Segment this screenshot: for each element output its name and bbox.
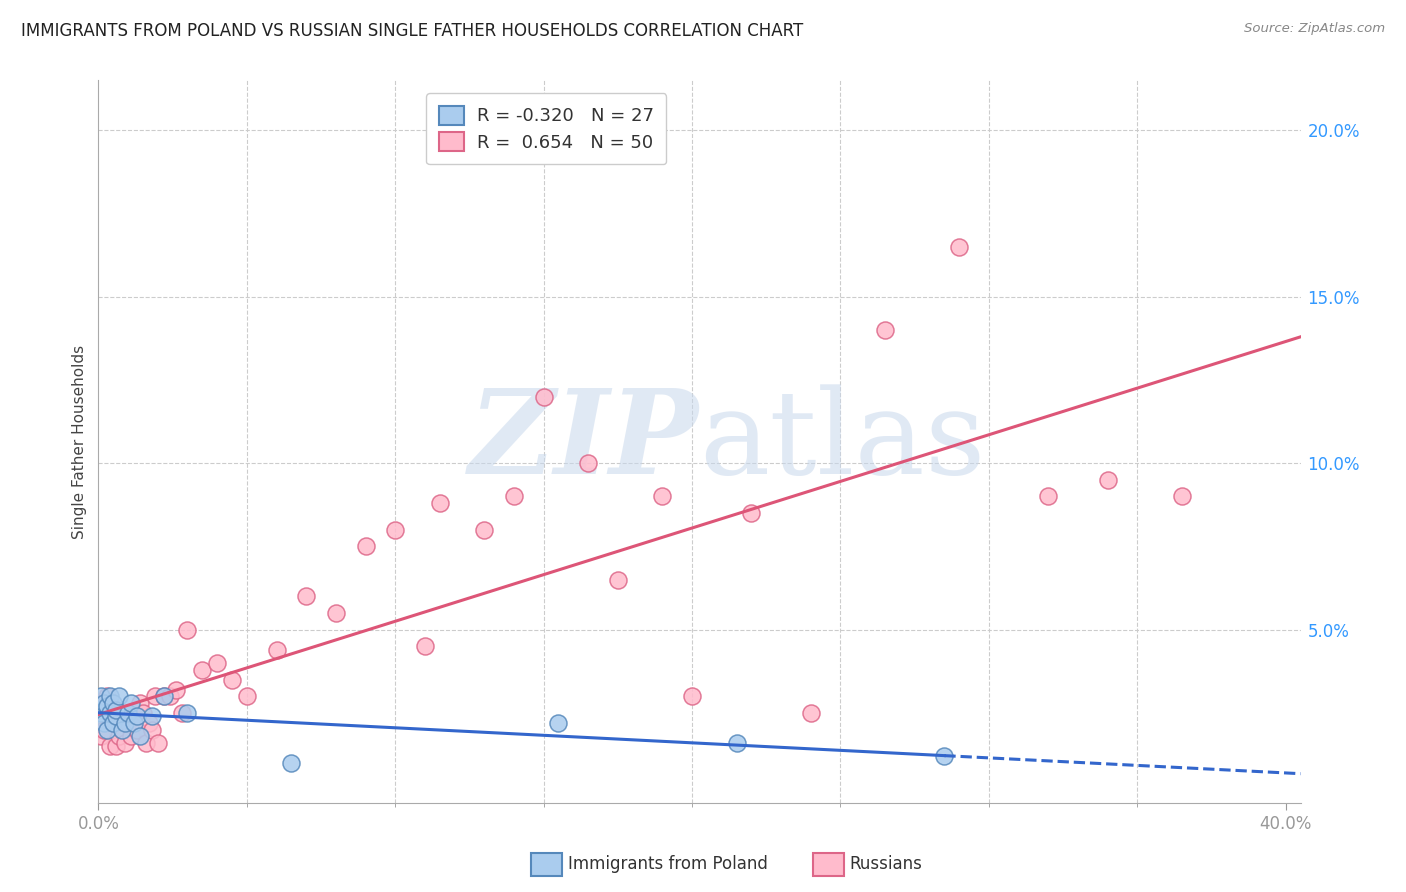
Point: [152, 690, 174, 704]
Point: [120, 696, 142, 710]
Point: [146, 736, 169, 750]
Point: [576, 456, 599, 470]
Text: Russians: Russians: [849, 855, 922, 873]
Point: [141, 709, 163, 723]
Point: [103, 715, 125, 730]
Point: [800, 706, 823, 720]
Point: [96, 699, 118, 714]
Point: [132, 706, 155, 720]
Point: [108, 729, 131, 743]
Point: [135, 736, 157, 750]
Text: Immigrants from Poland: Immigrants from Poland: [568, 855, 768, 873]
Point: [533, 390, 555, 404]
Point: [105, 702, 128, 716]
Point: [96, 723, 118, 737]
Point: [120, 729, 142, 743]
Point: [103, 696, 125, 710]
Point: [266, 642, 288, 657]
Point: [141, 723, 163, 737]
Point: [873, 323, 896, 337]
Point: [98, 739, 121, 754]
Point: [108, 690, 131, 704]
Text: ZIP: ZIP: [470, 384, 700, 499]
Point: [1038, 490, 1060, 504]
Point: [90, 690, 112, 704]
Text: IMMIGRANTS FROM POLAND VS RUSSIAN SINGLE FATHER HOUSEHOLDS CORRELATION CHART: IMMIGRANTS FROM POLAND VS RUSSIAN SINGLE…: [21, 22, 803, 40]
Point: [1097, 473, 1119, 487]
Point: [93, 715, 115, 730]
Point: [681, 690, 703, 704]
Point: [176, 706, 198, 720]
Point: [138, 715, 160, 730]
Point: [111, 723, 134, 737]
Point: [205, 656, 228, 670]
Point: [176, 623, 198, 637]
Point: [221, 673, 243, 687]
Point: [236, 690, 259, 704]
Point: [105, 739, 128, 754]
Point: [384, 523, 406, 537]
Point: [165, 682, 187, 697]
Point: [948, 240, 970, 254]
Point: [114, 736, 136, 750]
Point: [98, 690, 121, 704]
Point: [129, 696, 152, 710]
Point: [651, 490, 673, 504]
Point: [111, 723, 134, 737]
Point: [98, 706, 121, 720]
Point: [103, 715, 125, 730]
Point: [191, 663, 214, 677]
Point: [125, 723, 148, 737]
Legend: R = -0.320   N = 27, R =  0.654   N = 50: R = -0.320 N = 27, R = 0.654 N = 50: [426, 93, 666, 164]
Point: [472, 523, 495, 537]
Point: [740, 506, 762, 520]
Point: [93, 696, 115, 710]
Point: [325, 606, 347, 620]
Y-axis label: Single Father Households: Single Father Households: [72, 344, 87, 539]
Point: [129, 729, 152, 743]
Point: [114, 715, 136, 730]
Point: [413, 640, 436, 654]
Point: [725, 736, 748, 750]
Point: [90, 729, 112, 743]
Point: [1171, 490, 1194, 504]
Point: [90, 706, 112, 720]
Point: [170, 706, 193, 720]
Text: Source: ZipAtlas.com: Source: ZipAtlas.com: [1244, 22, 1385, 36]
Point: [547, 715, 569, 730]
Point: [96, 690, 118, 704]
Point: [606, 573, 628, 587]
Point: [159, 690, 181, 704]
Point: [93, 723, 115, 737]
Point: [105, 709, 128, 723]
Text: atlas: atlas: [700, 384, 986, 499]
Point: [117, 715, 139, 730]
Point: [125, 709, 148, 723]
Point: [152, 690, 174, 704]
Point: [280, 756, 302, 770]
Point: [934, 749, 956, 764]
Point: [429, 496, 451, 510]
Point: [143, 690, 166, 704]
Point: [122, 715, 145, 730]
Point: [295, 590, 318, 604]
Point: [354, 540, 377, 554]
Point: [117, 706, 139, 720]
Point: [122, 709, 145, 723]
Point: [503, 490, 526, 504]
